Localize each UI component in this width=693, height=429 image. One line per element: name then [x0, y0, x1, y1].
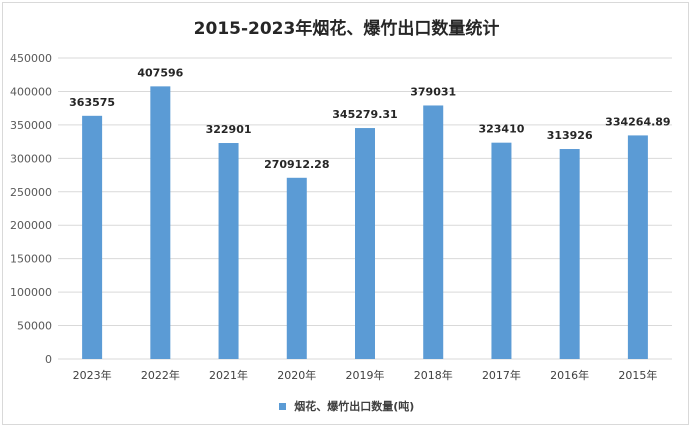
bar — [559, 149, 580, 359]
bar — [286, 177, 307, 359]
data-label: 322901 — [206, 123, 252, 136]
x-tick-label: 2022年 — [141, 368, 180, 382]
y-tick-label: 200000 — [10, 219, 52, 232]
data-label: 363575 — [69, 96, 115, 109]
x-tick-label: 2016年 — [550, 368, 589, 382]
bar — [491, 142, 512, 359]
data-label: 313926 — [547, 129, 593, 142]
y-tick-label: 150000 — [10, 253, 52, 266]
bar — [355, 128, 375, 359]
bar — [150, 86, 171, 360]
data-labels: 363575 407596 322901 270912.28 345279.31 3790… — [69, 66, 670, 170]
data-label: 334264.89 — [605, 115, 670, 128]
bar — [82, 115, 103, 360]
chart-title: 2015-2023年烟花、爆竹出口数量统计 — [193, 19, 500, 39]
y-tick-label: 50000 — [17, 320, 52, 333]
legend: 烟花、爆竹出口数量(吨) — [0, 398, 693, 414]
bar — [627, 135, 648, 359]
x-tick-label: 2018年 — [414, 368, 453, 382]
y-tick-label: 450000 — [10, 52, 52, 65]
y-tick-label: 100000 — [10, 286, 52, 299]
x-tick-label: 2017年 — [482, 368, 521, 382]
bar — [423, 105, 444, 360]
data-label: 270912.28 — [264, 158, 329, 171]
x-tick-label: 2020年 — [277, 368, 316, 382]
x-tick-label: 2021年 — [209, 368, 248, 382]
y-tick-label: 400000 — [10, 85, 52, 98]
x-tick-label: 2015年 — [618, 368, 657, 382]
x-tick-label: 2019年 — [346, 368, 385, 382]
y-tick-label: 350000 — [10, 119, 52, 132]
bars — [82, 86, 648, 360]
y-tick-label: 300000 — [10, 152, 52, 165]
y-tick-label: 250000 — [10, 186, 52, 199]
x-tick-label: 2023年 — [73, 368, 112, 382]
x-axis-ticks: 2023年 2022年 2021年 2020年 2019年 2018年 2017年 2016年… — [73, 368, 658, 382]
legend-label: 烟花、爆竹出口数量(吨) — [294, 400, 415, 413]
data-label: 407596 — [137, 66, 183, 79]
y-axis-ticks: 0 50000 100000 150000 200000 250000 300000 3500… — [10, 52, 52, 366]
legend-swatch — [278, 402, 286, 410]
y-tick-label: 0 — [45, 353, 52, 366]
data-label: 379031 — [410, 85, 456, 98]
data-label: 323410 — [478, 123, 524, 136]
bar — [218, 143, 239, 359]
data-label: 345279.31 — [332, 108, 397, 121]
